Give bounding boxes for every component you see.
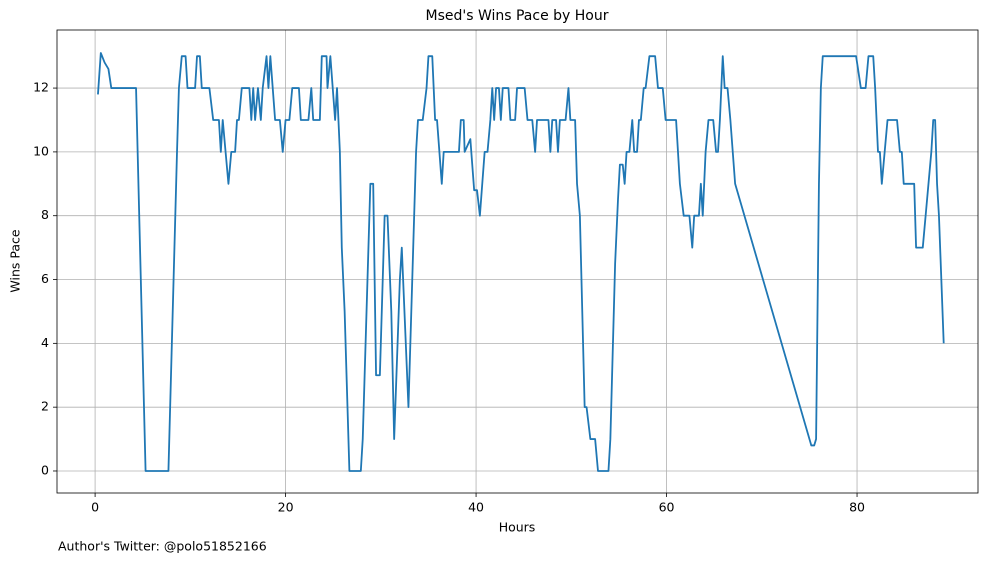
y-axis-label: Wins Pace [8, 229, 23, 292]
y-tick-label: 4 [41, 335, 49, 350]
y-tick-label: 12 [33, 80, 49, 95]
x-tick-label: 20 [278, 500, 294, 515]
chart-title: Msed's Wins Pace by Hour [425, 8, 608, 24]
footnote: Author's Twitter: @polo51852166 [58, 539, 267, 554]
x-tick-label: 60 [659, 500, 675, 515]
y-tick-label: 10 [33, 143, 49, 158]
x-axis-label: Hours [499, 520, 536, 535]
plot-frame [56, 29, 979, 494]
data-line [97, 52, 945, 472]
y-tick-label: 6 [41, 271, 49, 286]
y-tick-label: 2 [41, 399, 49, 414]
x-tick-label: 40 [468, 500, 484, 515]
x-tick-label: 80 [849, 500, 865, 515]
y-tick-label: 0 [41, 462, 49, 477]
y-tick-label: 8 [41, 207, 49, 222]
x-tick-label: 0 [91, 500, 99, 515]
